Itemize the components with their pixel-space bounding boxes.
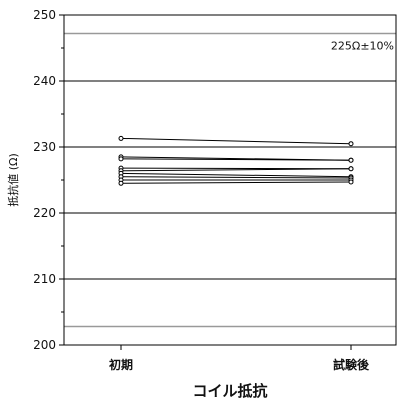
series-7 — [119, 178, 353, 182]
y-axis: 200 210 220 230 240 250 — [33, 8, 64, 352]
y-tick-label: 210 — [33, 272, 56, 286]
series-line — [121, 177, 351, 178]
series-line — [121, 138, 351, 143]
x-axis-title: コイル抵抗 — [192, 382, 267, 400]
data-point — [119, 136, 123, 140]
y-tick-label: 220 — [33, 206, 56, 220]
x-category-label: 試験後 — [333, 357, 370, 372]
series-0 — [119, 136, 353, 145]
data-point — [119, 157, 123, 161]
x-axis: 初期 試験後 — [109, 345, 370, 372]
series-lines — [119, 136, 353, 185]
data-point — [349, 158, 353, 162]
series-4 — [119, 167, 353, 173]
data-point — [349, 167, 353, 171]
data-point — [349, 142, 353, 146]
y-tick-label: 230 — [33, 140, 56, 154]
series-line — [121, 182, 351, 183]
series-line — [121, 173, 351, 176]
y-tick-label: 240 — [33, 74, 56, 88]
data-point — [119, 181, 123, 185]
series-line — [121, 159, 351, 160]
x-category-label: 初期 — [109, 357, 133, 372]
series-8 — [119, 180, 353, 185]
series-line — [121, 169, 351, 171]
y-axis-title: 抵抗値 (Ω) — [6, 153, 20, 207]
y-tick-label: 250 — [33, 8, 56, 22]
y-tick-label: 200 — [33, 338, 56, 352]
data-point — [349, 180, 353, 184]
series-1 — [119, 155, 353, 162]
reference-annotation: 225Ω±10% — [331, 39, 394, 52]
